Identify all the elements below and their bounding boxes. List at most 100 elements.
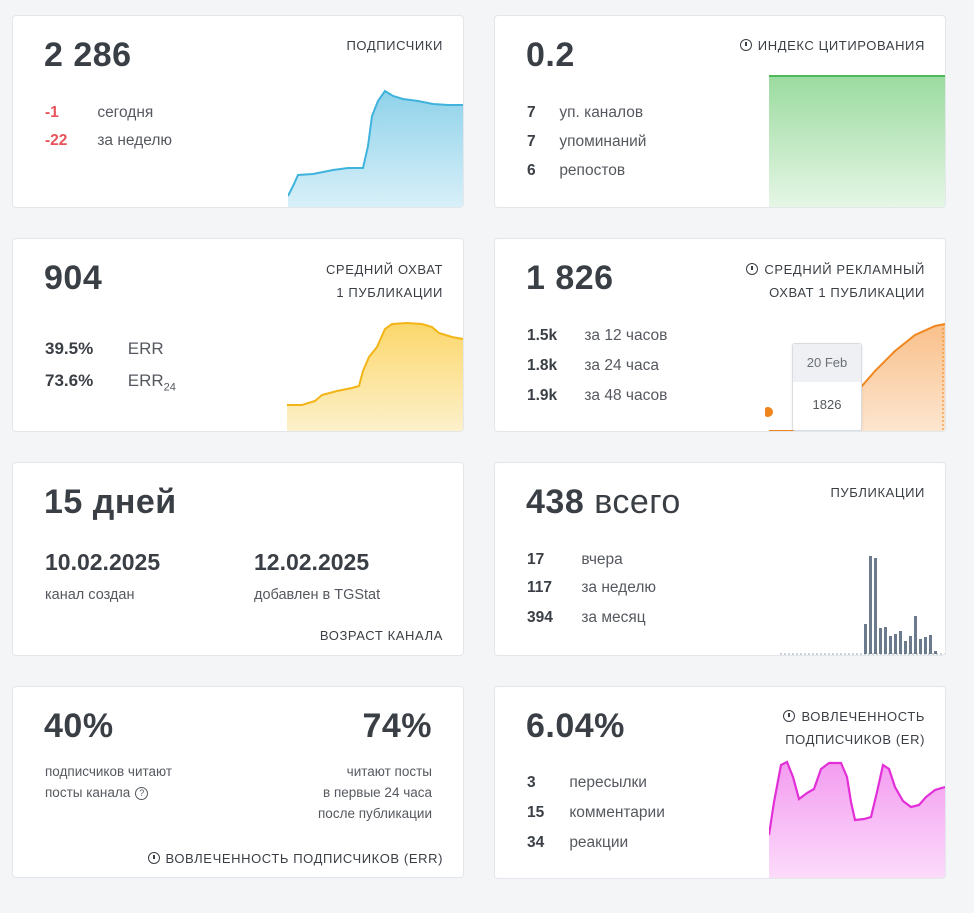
posts-total-unit: всего bbox=[594, 483, 681, 521]
reach-value: 904 bbox=[44, 259, 103, 297]
subscribers-card[interactable]: 2 286 ПОДПИСЧИКИ -1 сегодня -22 за недел… bbox=[12, 15, 464, 208]
posts-month-row: 394 за месяц bbox=[527, 609, 646, 627]
reach-err24-sub: 24 bbox=[163, 381, 176, 394]
ad-reach-title-line2: ОХВАТ 1 ПУБЛИКАЦИИ bbox=[769, 285, 925, 300]
posts-value: 438 всего bbox=[526, 483, 681, 522]
ad-reach-24h-row: 1.8k за 24 часа bbox=[527, 357, 659, 375]
help-icon[interactable]: ? bbox=[135, 787, 149, 800]
ad-reach-48h-value: 1.9k bbox=[527, 387, 558, 404]
subscribers-today-row: -1 сегодня bbox=[45, 104, 153, 122]
ad-reach-tooltip: 20 Feb 1826 bbox=[792, 343, 862, 431]
posts-title: ПУБЛИКАЦИИ bbox=[830, 485, 925, 500]
ad-reach-12h-value: 1.5k bbox=[527, 327, 558, 344]
subscribers-week-label: за неделю bbox=[97, 132, 173, 149]
reach-title-line2: 1 ПУБЛИКАЦИИ bbox=[336, 285, 443, 300]
er-sparkline bbox=[769, 760, 945, 878]
citation-title-text: ИНДЕКС ЦИТИРОВАНИЯ bbox=[757, 38, 925, 53]
err-right-line1: читают посты bbox=[346, 764, 432, 779]
ad-reach-48h-row: 1.9k за 48 часов bbox=[527, 387, 667, 405]
age-title: ВОЗРАСТ КАНАЛА bbox=[319, 628, 443, 643]
citation-area-chart bbox=[769, 75, 945, 207]
posts-bar-chart bbox=[780, 556, 945, 655]
posts-month-value: 394 bbox=[527, 609, 553, 626]
reach-sparkline bbox=[287, 321, 463, 431]
err-right-line2: в первые 24 часа bbox=[323, 785, 432, 800]
er-comments-value: 15 bbox=[527, 804, 545, 821]
ad-reach-12h-label: за 12 часов bbox=[584, 327, 668, 344]
reach-err24-label: ERR bbox=[127, 371, 164, 390]
info-icon[interactable] bbox=[739, 39, 752, 51]
ad-reach-title: СРЕДНИЙ РЕКЛАМНЫЙ ОХВАТ 1 ПУБЛИКАЦИИ bbox=[746, 258, 925, 304]
citation-value: 0.2 bbox=[526, 36, 575, 74]
citation-reposts-value: 6 bbox=[527, 162, 536, 179]
err-right-value: 74% bbox=[362, 707, 432, 745]
posts-week-value: 117 bbox=[527, 579, 553, 596]
err-title: ВОВЛЕЧЕННОСТЬ ПОДПИСЧИКОВ (ERR) bbox=[147, 847, 444, 870]
reach-title-line1: СРЕДНИЙ ОХВАТ bbox=[325, 262, 443, 277]
added-label: добавлен в TGStat bbox=[254, 587, 381, 603]
reach-err24-row: 73.6% ERR24 bbox=[45, 371, 176, 393]
err-left-description: подписчиков читают посты канала? bbox=[45, 761, 172, 803]
er-reactions-row: 34 реакции bbox=[527, 834, 628, 852]
age-value: 15 дней bbox=[44, 483, 177, 521]
posts-card[interactable]: 438 всего ПУБЛИКАЦИИ 17 вчера 117 за нед… bbox=[494, 462, 946, 656]
subscribers-sparkline bbox=[288, 89, 463, 207]
added-date: 12.02.2025 bbox=[254, 549, 370, 575]
citation-mentions-row: 7 упоминаний bbox=[527, 133, 646, 151]
subscribers-value: 2 286 bbox=[44, 36, 132, 74]
info-icon[interactable] bbox=[783, 710, 796, 722]
reach-title: СРЕДНИЙ ОХВАТ 1 ПУБЛИКАЦИИ bbox=[326, 258, 443, 304]
reach-err-value: 39.5% bbox=[45, 339, 94, 358]
er-value: 6.04% bbox=[526, 707, 625, 745]
info-icon[interactable] bbox=[746, 263, 759, 275]
reach-card[interactable]: 904 СРЕДНИЙ ОХВАТ 1 ПУБЛИКАЦИИ 39.5% ERR… bbox=[12, 238, 464, 432]
created-label: канал создан bbox=[45, 587, 135, 603]
subscribers-today-value: -1 bbox=[45, 104, 59, 121]
posts-yesterday-row: 17 вчера bbox=[527, 551, 623, 569]
er-reactions-value: 34 bbox=[527, 834, 545, 851]
posts-month-label: за месяц bbox=[581, 609, 646, 626]
ad-reach-12h-row: 1.5k за 12 часов bbox=[527, 327, 667, 345]
ad-reach-48h-label: за 48 часов bbox=[584, 387, 668, 404]
tooltip-date: 20 Feb bbox=[793, 344, 861, 382]
citation-card[interactable]: 0.2 ИНДЕКС ЦИТИРОВАНИЯ 7 уп. каналов 7 у… bbox=[494, 15, 946, 208]
subscribers-week-row: -22 за неделю bbox=[45, 132, 172, 150]
ad-reach-value: 1 826 bbox=[526, 259, 614, 297]
er-title: ВОВЛЕЧЕННОСТЬ ПОДПИСЧИКОВ (ER) bbox=[783, 705, 925, 751]
ad-reach-24h-label: за 24 часа bbox=[584, 357, 659, 374]
citation-mentions-value: 7 bbox=[527, 133, 536, 150]
subscribers-title: ПОДПИСЧИКИ bbox=[346, 38, 443, 53]
ad-reach-card[interactable]: 1 826 СРЕДНИЙ РЕКЛАМНЫЙ ОХВАТ 1 ПУБЛИКАЦ… bbox=[494, 238, 946, 432]
channel-age-card[interactable]: 15 дней 10.02.2025 канал создан 12.02.20… bbox=[12, 462, 464, 656]
posts-yesterday-label: вчера bbox=[581, 551, 623, 568]
subscribers-week-value: -22 bbox=[45, 132, 68, 149]
err-card[interactable]: 40% подписчиков читают посты канала? 74%… bbox=[12, 686, 464, 878]
reach-err24-value: 73.6% bbox=[45, 371, 94, 390]
citation-channels-label: уп. каналов bbox=[559, 104, 644, 121]
citation-reposts-row: 6 репостов bbox=[527, 162, 625, 180]
info-icon[interactable] bbox=[147, 852, 160, 864]
citation-reposts-label: репостов bbox=[559, 162, 626, 179]
err-left-line1: подписчиков читают bbox=[45, 764, 173, 779]
err-title-text: ВОВЛЕЧЕННОСТЬ ПОДПИСЧИКОВ (ERR) bbox=[165, 851, 443, 866]
er-title-line2: ПОДПИСЧИКОВ (ER) bbox=[785, 732, 925, 747]
ad-reach-title-line1: СРЕДНИЙ РЕКЛАМНЫЙ bbox=[764, 262, 925, 277]
reach-err-label: ERR bbox=[127, 339, 164, 358]
citation-channels-row: 7 уп. каналов bbox=[527, 104, 643, 122]
err-left-line2: посты канала bbox=[45, 785, 131, 800]
er-forwards-row: 3 пересылки bbox=[527, 774, 647, 792]
er-card[interactable]: 6.04% ВОВЛЕЧЕННОСТЬ ПОДПИСЧИКОВ (ER) 3 п… bbox=[494, 686, 946, 879]
er-forwards-value: 3 bbox=[527, 774, 536, 791]
posts-total: 438 bbox=[526, 483, 585, 521]
citation-title: ИНДЕКС ЦИТИРОВАНИЯ bbox=[739, 34, 925, 57]
er-title-line1: ВОВЛЕЧЕННОСТЬ bbox=[801, 709, 925, 724]
ad-reach-24h-value: 1.8k bbox=[527, 357, 558, 374]
posts-yesterday-value: 17 bbox=[527, 551, 545, 568]
err-left-value: 40% bbox=[44, 707, 114, 745]
err-right-line3: после публикации bbox=[318, 806, 432, 821]
posts-week-row: 117 за неделю bbox=[527, 579, 656, 597]
citation-channels-value: 7 bbox=[527, 104, 536, 121]
er-comments-row: 15 комментарии bbox=[527, 804, 665, 822]
subscribers-today-label: сегодня bbox=[97, 104, 154, 121]
er-forwards-label: пересылки bbox=[569, 774, 647, 791]
